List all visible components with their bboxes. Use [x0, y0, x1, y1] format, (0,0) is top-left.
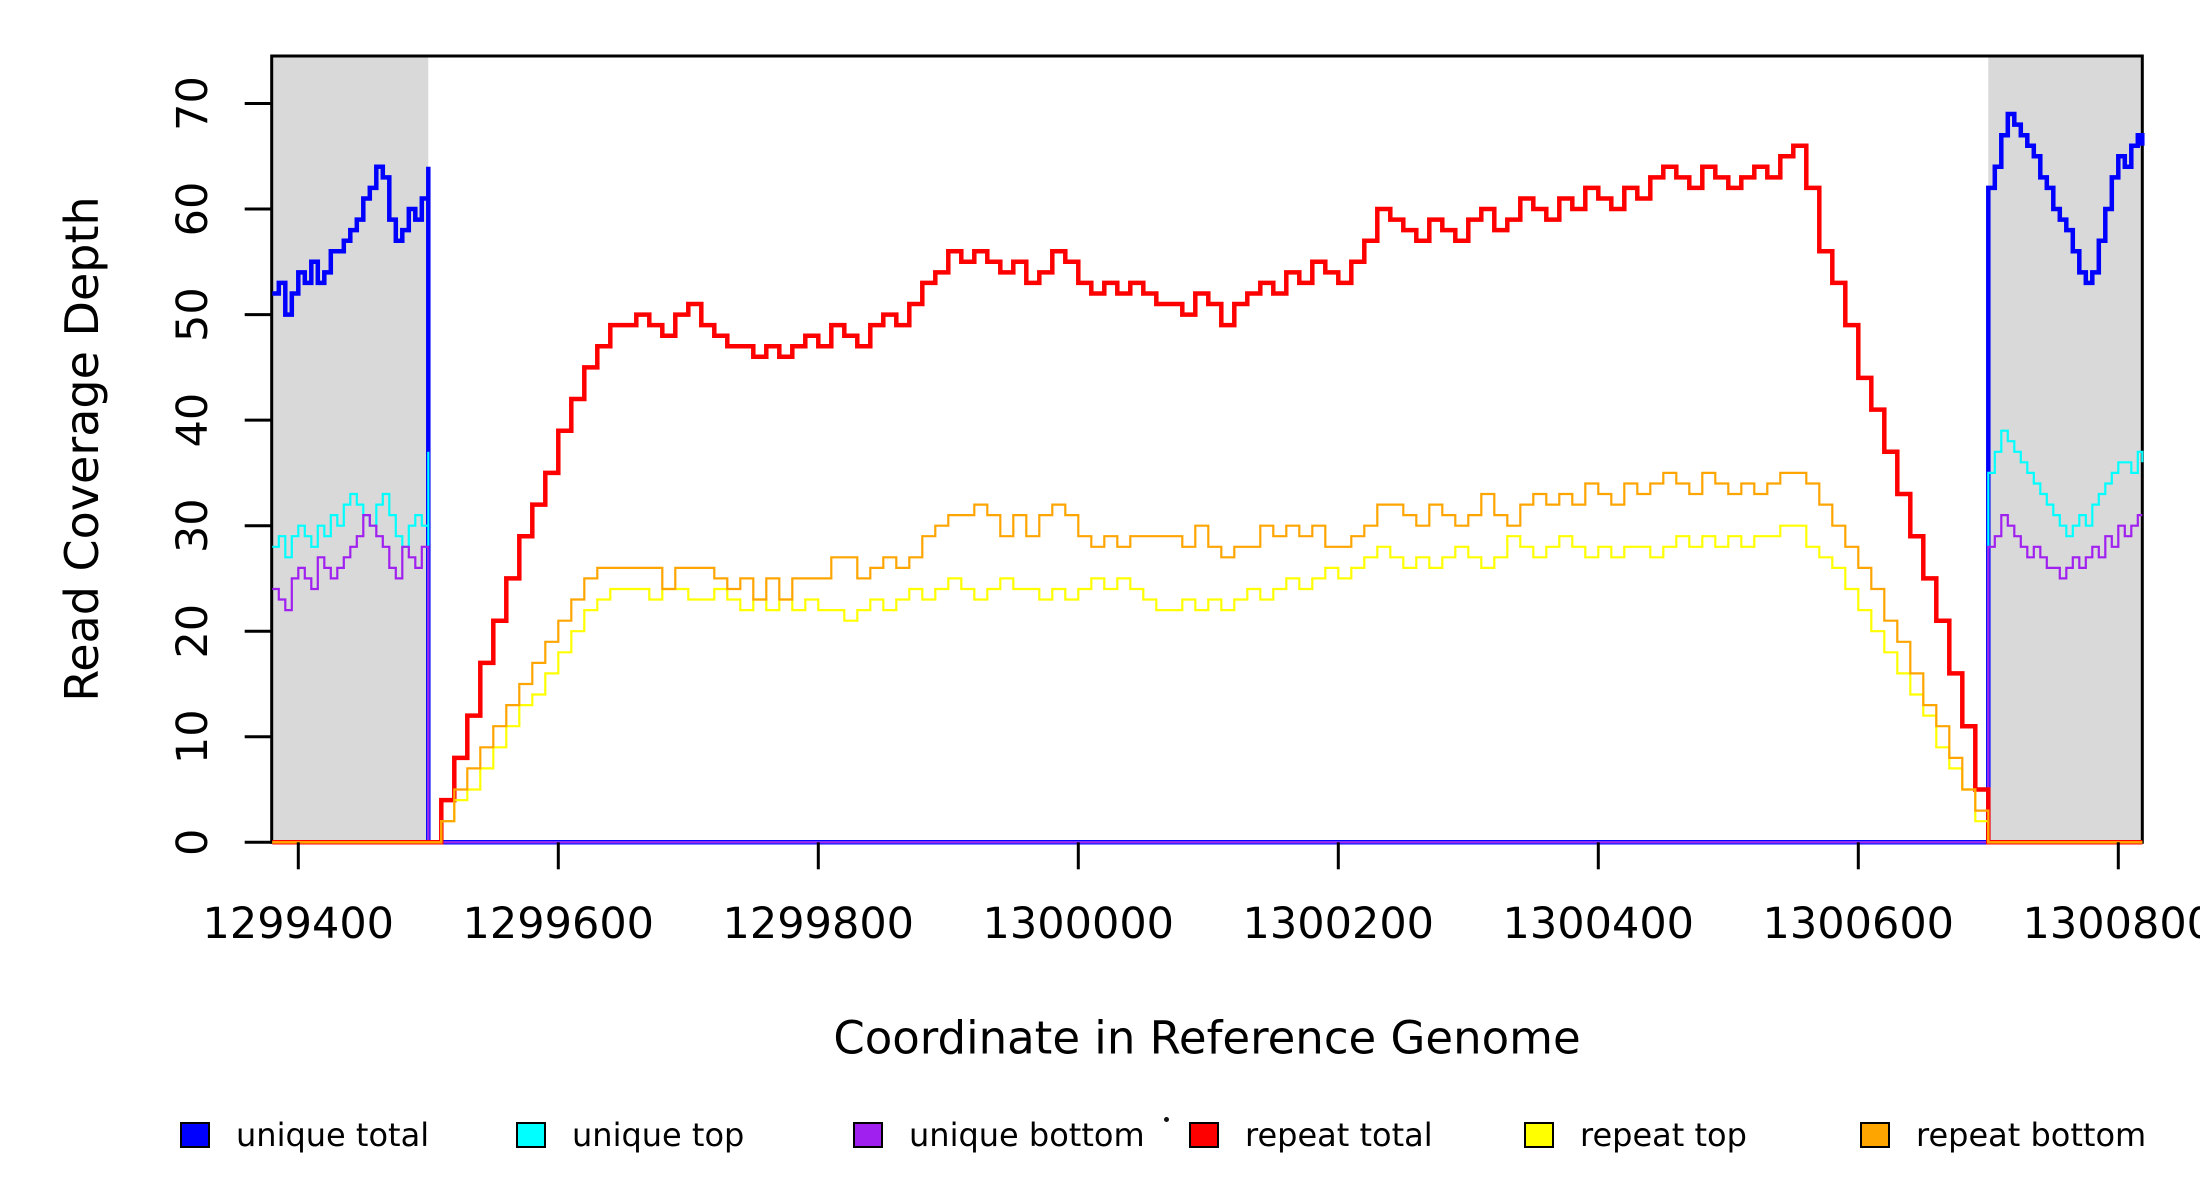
legend-swatch-unique-bottom [853, 1122, 883, 1148]
y-tick-label: 40 [168, 393, 218, 448]
plot-border [270, 54, 2144, 844]
series-line-unique-top [272, 429, 2144, 844]
series-line-repeat-bottom [272, 471, 2143, 844]
legend-label: repeat top [1580, 1116, 1747, 1154]
series-line-unique-bottom [272, 514, 2143, 844]
x-tick-label: 1300000 [983, 899, 1175, 949]
legend-label: repeat bottom [1916, 1116, 2147, 1154]
y-tick-label: 10 [168, 709, 218, 764]
stray-dot-artifact [1164, 1117, 1169, 1122]
y-tick-label: 30 [168, 498, 218, 553]
series-line-unique-total [272, 111, 2145, 845]
shaded-region [271, 56, 429, 843]
x-tick-label: 1299400 [203, 899, 395, 949]
legend-label: unique top [572, 1116, 745, 1154]
legend-swatch-unique-top [516, 1122, 546, 1148]
legend-item-unique-total: unique total [180, 1116, 429, 1154]
legend-item-unique-top: unique top [516, 1116, 744, 1154]
legend-item-repeat-total: repeat total [1189, 1116, 1433, 1154]
y-tick-label: 50 [168, 287, 218, 342]
series-line-repeat-top [272, 524, 2143, 844]
legend-label: repeat total [1245, 1116, 1433, 1154]
y-tick-label: 60 [168, 182, 218, 237]
x-tick-label: 1300400 [1503, 899, 1695, 949]
x-tick-label: 1300800 [2023, 899, 2200, 949]
legend-label: unique total [236, 1116, 430, 1154]
legend-swatch-repeat-total [1189, 1122, 1219, 1148]
legend-label: unique bottom [909, 1116, 1145, 1154]
legend-item-unique-bottom: unique bottom [853, 1116, 1145, 1154]
legend-swatch-repeat-bottom [1860, 1122, 1890, 1148]
x-tick-label: 1299800 [723, 899, 915, 949]
y-tick-label: 70 [168, 76, 218, 131]
x-tick-label: 1299600 [463, 899, 655, 949]
y-tick-label: 0 [168, 829, 218, 856]
y-tick-label: 20 [168, 604, 218, 659]
y-axis-title: Read Coverage Depth [55, 196, 109, 702]
series-line-repeat-total [272, 143, 2143, 845]
legend-item-repeat-top: repeat top [1524, 1116, 1747, 1154]
x-tick-label: 1300200 [1243, 899, 1435, 949]
legend-item-repeat-bottom: repeat bottom [1860, 1116, 2146, 1154]
x-axis-title: Coordinate in Reference Genome [833, 1011, 1581, 1065]
legend-swatch-repeat-top [1524, 1122, 1554, 1148]
legend-swatch-unique-total [180, 1122, 210, 1148]
x-tick-label: 1300600 [1763, 899, 1955, 949]
